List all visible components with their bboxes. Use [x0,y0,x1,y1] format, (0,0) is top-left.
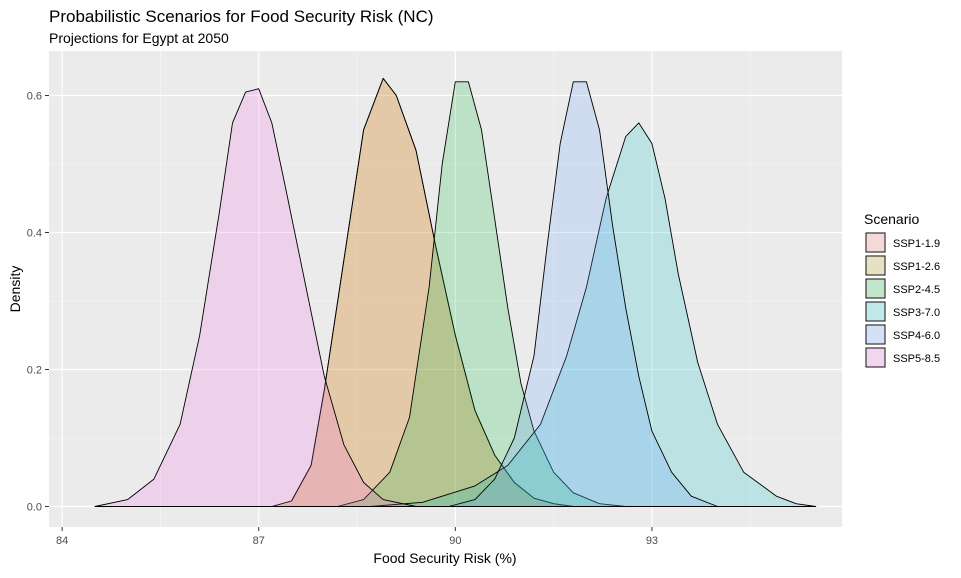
legend-swatch [865,232,886,253]
legend-label: SSP3-7.0 [893,307,940,319]
density-area-ssp4-6-0 [448,81,718,507]
y-tick-label: 0.6 [27,91,42,103]
legend-key-bg [865,301,886,322]
y-axis-label: Density [7,266,23,313]
grid-minor [49,51,842,527]
legend-label: SSP4-6.0 [893,330,940,342]
x-tick-label: 84 [56,535,68,547]
legend-label: SSP1-1.9 [893,238,940,250]
legend-label: SSP5-8.5 [893,353,940,365]
legend-key-bg [865,347,886,368]
legend-swatch [865,324,886,345]
x-axis-label: Food Security Risk (%) [373,550,516,566]
legend-title: Scenario [864,211,919,227]
density-area-ssp1-2-6 [271,77,574,507]
x-tick-label: 93 [646,535,658,547]
legend-key-bg [865,278,886,299]
legend-key-bg [865,232,886,253]
legend: Scenario SSP1-1.9 SSP1-2.6 SSP2-4.5 SSP3-7.… [864,211,940,368]
y-tick-label: 0.2 [27,364,42,376]
legend-items: SSP1-1.9 SSP1-2.6 SSP2-4.5 SSP3-7.0 SSP4-6.0… [865,232,940,368]
legend-key-bg [865,255,886,276]
legend-swatch [865,255,886,276]
density-area-ssp5-8-5 [94,88,417,507]
legend-label: SSP2-4.5 [893,284,940,296]
legend-label: SSP1-2.6 [893,261,940,273]
legend-swatch [865,278,886,299]
legend-swatch [865,347,886,368]
chart-title: Probabilistic Scenarios for Food Securit… [49,7,434,26]
y-tick-label: 0.0 [27,501,42,513]
y-tick-label: 0.4 [27,227,42,239]
x-axis: 84 87 90 93 [56,527,658,547]
legend-swatch [865,301,886,322]
density-area-ssp2-4-5 [336,81,627,507]
chart-subtitle: Projections for Egypt at 2050 [49,30,229,46]
x-tick-label: 87 [253,535,265,547]
series-layer [94,77,817,507]
legend-key-bg [865,324,886,345]
x-tick-label: 90 [449,535,461,547]
density-area-ssp3-7-0 [369,122,817,507]
y-axis: 0.0 0.2 0.4 0.6 [27,91,49,513]
